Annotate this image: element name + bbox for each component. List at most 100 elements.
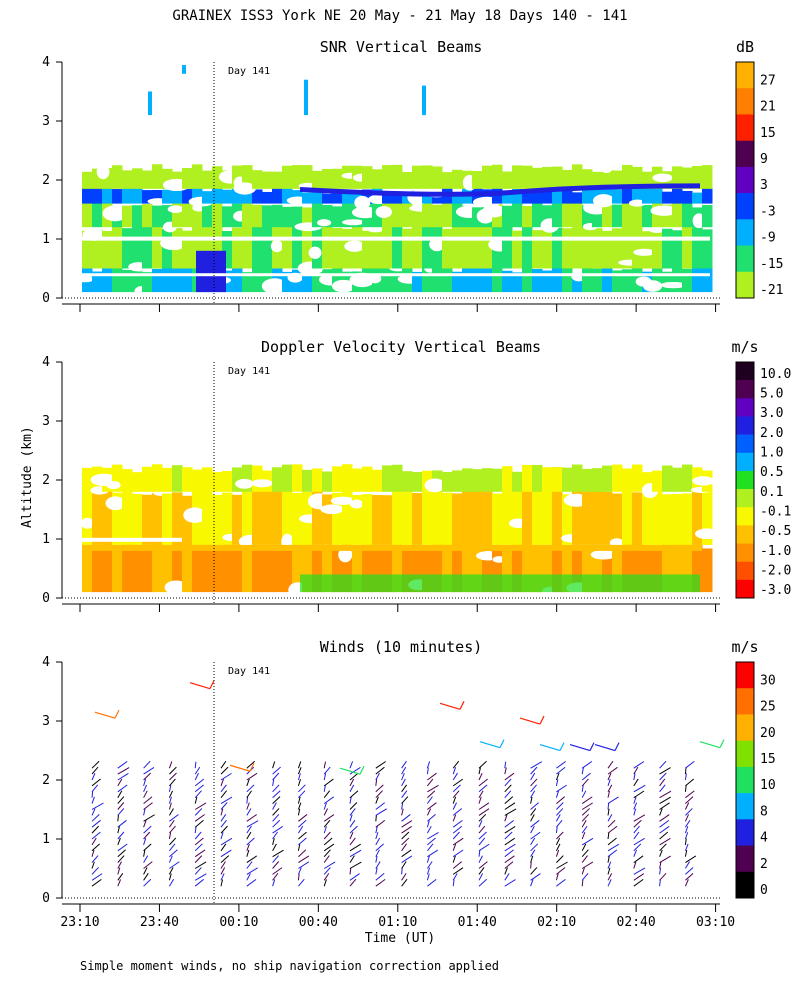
wind-barb [91,796,95,804]
heatmap-cell [652,546,663,593]
x-tick-label: 01:40 [458,915,497,930]
wind-barb [401,861,407,869]
heatmap-cell [552,491,563,545]
data-gap [660,281,687,289]
wind-barb [581,778,589,787]
heatmap-cell [232,467,243,492]
heatmap-cell [242,224,253,269]
heatmap-cell [672,493,683,545]
heatmap-cell [542,467,553,492]
wind-barb [607,808,610,816]
wind-barb [427,772,437,781]
colorbar-swatch [736,819,754,846]
wind-barb [194,766,201,775]
wind-barb [401,760,407,769]
heatmap-cell [582,267,593,293]
data-gap [429,237,445,252]
heatmap-cell [82,489,93,545]
wind-barb [349,772,359,781]
heatmap-cell [402,228,413,269]
colorbar-label: 15 [760,126,776,141]
data-gap [74,275,95,283]
wind-barb [426,808,432,816]
wind-barb [323,814,335,822]
wind-barb [375,837,381,846]
heatmap-cell [492,548,503,593]
heatmap-cell [282,165,293,189]
heatmap-cell [482,544,493,593]
heatmap-cell [82,467,93,492]
heatmap-cell [682,223,693,269]
wind-barb [401,855,413,864]
heatmap-cell [452,169,463,189]
colorbar-label: -9 [760,231,776,246]
wind-barb [194,790,202,799]
heatmap-cell [522,490,533,545]
heatmap-cell [422,547,433,593]
wind-barb [220,802,228,810]
heatmap-cell [112,464,123,492]
wind-barb [427,814,436,822]
heatmap-cell [112,492,123,545]
wind-barb [169,849,178,858]
wind-barb [272,761,276,769]
heatmap-cell [362,189,373,204]
heatmap-cell [122,543,133,593]
wind-barb [272,867,283,875]
wind-barb [633,831,640,840]
heatmap-cell [552,466,563,492]
wind-barb [349,849,362,858]
wind-barb [530,879,534,887]
heatmap-cell [622,490,633,545]
heatmap-cell [262,489,273,545]
heatmap-cell [392,199,403,228]
wind-barb [194,761,197,769]
heatmap-cell [262,171,273,189]
heatmap-cell [672,166,683,189]
panel-2: Doppler Velocity Vertical Beams m/s 0 1 2 3 4 D… [42,338,791,612]
data-gap [652,173,673,183]
wind-barb [323,785,326,792]
wind-barb [375,784,384,793]
heatmap-cell [262,191,273,204]
heatmap-cell [602,230,613,269]
wind-barb [478,825,486,834]
heatmap-cell [702,266,713,293]
wind-barb [555,837,561,846]
heatmap-cell [642,547,653,593]
wind-barb [349,796,352,804]
wind-barb [504,808,517,816]
wind-barb [220,837,233,846]
wind-barb [581,796,593,805]
heatmap-cell [202,467,213,492]
data-gap [233,182,256,195]
wind-barb [452,879,455,887]
wind-barb [220,873,225,881]
wind-barb [117,819,127,828]
wind-barb [194,772,199,781]
wind-barb [272,772,280,781]
heatmap-cell [612,493,623,545]
y-tick-label: 0 [42,591,50,606]
data-gap [351,206,379,219]
wind-barb [246,861,253,869]
heatmap-cell [162,205,173,228]
heatmap-cell [132,225,143,269]
wind-barb [504,778,512,787]
wind-barb [504,873,510,881]
wind-barb [194,855,203,863]
heatmap-cell [342,203,353,228]
heatmap-cell [452,224,463,269]
heatmap-cell [132,544,143,593]
wind-barb [168,802,172,810]
wind-barb [375,873,385,881]
heatmap-cell [572,464,583,492]
heatmap-cell [592,468,603,492]
heatmap-cell [182,542,193,593]
wind-barb [272,831,278,840]
wind-barb [581,808,590,816]
heatmap-cell [522,165,533,189]
heatmap-cell [242,165,253,189]
wind-barb [298,790,306,799]
